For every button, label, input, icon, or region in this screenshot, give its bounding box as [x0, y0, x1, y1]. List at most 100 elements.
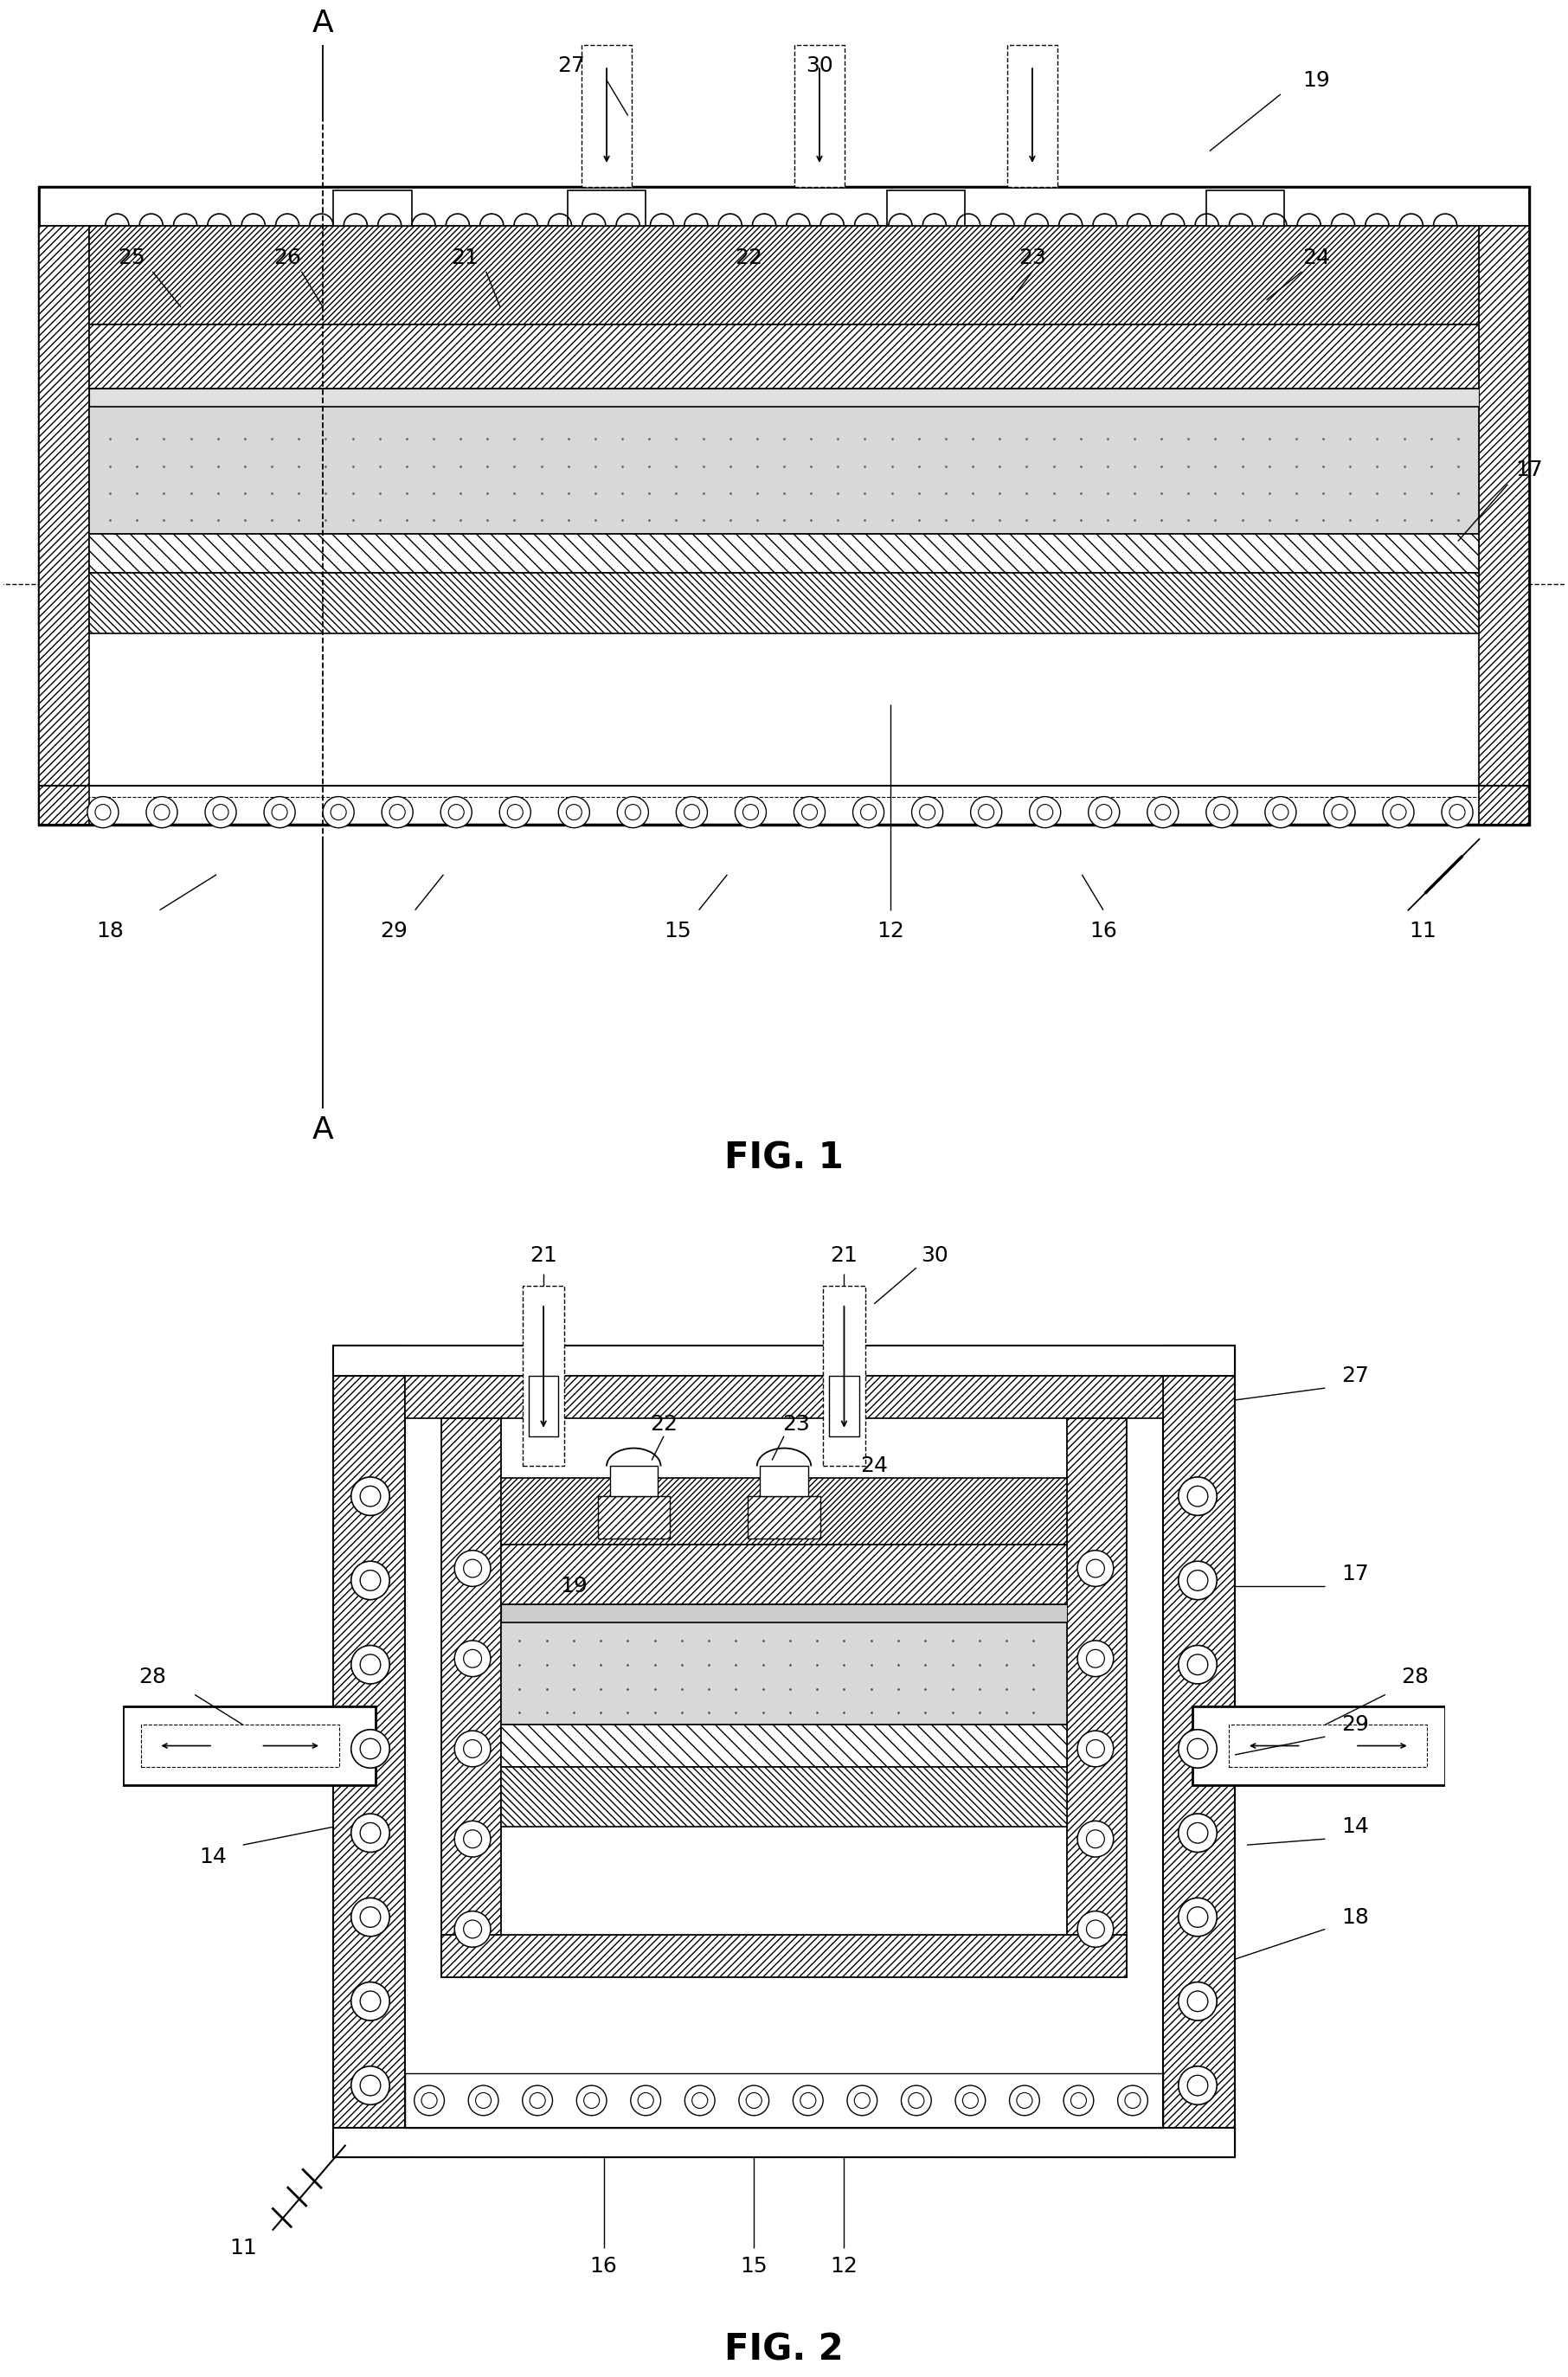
- Circle shape: [455, 1821, 491, 1856]
- Circle shape: [1063, 2085, 1093, 2116]
- Circle shape: [1187, 1823, 1207, 1842]
- Bar: [502, 1766, 1066, 1828]
- Text: 30: 30: [920, 1246, 949, 1267]
- Circle shape: [1265, 796, 1297, 827]
- Circle shape: [1077, 1550, 1113, 1585]
- Circle shape: [469, 2085, 499, 2116]
- Bar: [141, 1726, 339, 1766]
- Circle shape: [154, 803, 169, 820]
- Bar: [1163, 1345, 1236, 2158]
- Text: 11: 11: [1408, 920, 1436, 941]
- Circle shape: [676, 796, 707, 827]
- Circle shape: [618, 796, 649, 827]
- Bar: [522, 1286, 564, 1467]
- Circle shape: [1187, 1992, 1207, 2011]
- Circle shape: [441, 796, 472, 827]
- Bar: [332, 1345, 1236, 2158]
- Circle shape: [351, 1897, 389, 1937]
- Circle shape: [1449, 803, 1465, 820]
- Bar: [568, 190, 646, 226]
- Text: 23: 23: [782, 1414, 809, 1433]
- Circle shape: [361, 1992, 381, 2011]
- Circle shape: [464, 1921, 481, 1937]
- Circle shape: [1323, 796, 1355, 827]
- Text: 19: 19: [1303, 69, 1330, 90]
- Bar: [332, 1345, 405, 2158]
- Bar: [332, 1345, 1236, 1376]
- Circle shape: [1077, 1730, 1113, 1766]
- Circle shape: [361, 1906, 381, 1928]
- Text: 26: 26: [273, 247, 301, 269]
- Circle shape: [691, 2092, 707, 2108]
- Bar: [502, 1478, 1066, 1545]
- Circle shape: [793, 796, 825, 827]
- Circle shape: [1187, 2075, 1207, 2097]
- Circle shape: [861, 803, 877, 820]
- Text: 16: 16: [1090, 920, 1116, 941]
- Circle shape: [1187, 1654, 1207, 1676]
- Circle shape: [361, 2075, 381, 2097]
- Circle shape: [847, 2085, 877, 2116]
- Circle shape: [1016, 2092, 1032, 2108]
- Circle shape: [530, 2092, 546, 2108]
- Bar: [89, 226, 1479, 326]
- Circle shape: [685, 2085, 715, 2116]
- Circle shape: [414, 2085, 444, 2116]
- Bar: [1066, 1419, 1127, 1978]
- Circle shape: [735, 796, 767, 827]
- Bar: [1229, 1726, 1427, 1766]
- Bar: [610, 1467, 657, 1495]
- Circle shape: [1179, 1476, 1217, 1517]
- Circle shape: [1179, 1562, 1217, 1600]
- Circle shape: [1077, 1911, 1113, 1947]
- Circle shape: [455, 1730, 491, 1766]
- Circle shape: [381, 796, 412, 827]
- Circle shape: [1179, 1645, 1217, 1683]
- Text: 28: 28: [140, 1666, 166, 1688]
- Bar: [405, 2073, 1163, 2127]
- Text: 23: 23: [1019, 247, 1046, 269]
- Circle shape: [422, 2092, 437, 2108]
- Circle shape: [1030, 796, 1060, 827]
- Text: 16: 16: [590, 2256, 618, 2277]
- Bar: [502, 1604, 1066, 1623]
- Bar: [1206, 190, 1284, 226]
- Bar: [334, 190, 411, 226]
- Bar: [748, 1495, 820, 1538]
- Circle shape: [908, 2092, 924, 2108]
- Bar: [502, 1545, 1066, 1604]
- Circle shape: [955, 2085, 985, 2116]
- Circle shape: [88, 796, 119, 827]
- Circle shape: [583, 2092, 599, 2108]
- Circle shape: [1273, 803, 1289, 820]
- Bar: [39, 787, 1529, 825]
- Circle shape: [746, 2092, 762, 2108]
- Circle shape: [361, 1654, 381, 1676]
- Bar: [89, 390, 1479, 406]
- Text: 15: 15: [740, 2256, 768, 2277]
- Bar: [582, 45, 632, 185]
- Bar: [82, 214, 1486, 796]
- Circle shape: [566, 803, 582, 820]
- Circle shape: [963, 2092, 978, 2108]
- Bar: [502, 1623, 1066, 1726]
- Circle shape: [1087, 1740, 1104, 1759]
- Text: 21: 21: [452, 247, 478, 269]
- Circle shape: [1214, 803, 1229, 820]
- Circle shape: [361, 1823, 381, 1842]
- Bar: [441, 1419, 502, 1978]
- Text: 25: 25: [118, 247, 146, 269]
- Circle shape: [361, 1571, 381, 1590]
- Circle shape: [1179, 1730, 1217, 1768]
- Circle shape: [853, 796, 884, 827]
- Text: 28: 28: [1402, 1666, 1428, 1688]
- Circle shape: [630, 2085, 660, 2116]
- Text: 18: 18: [1341, 1906, 1369, 1928]
- Circle shape: [455, 1911, 491, 1947]
- Circle shape: [1010, 2085, 1040, 2116]
- Text: FIG. 1: FIG. 1: [724, 1141, 844, 1177]
- Circle shape: [1391, 803, 1406, 820]
- Circle shape: [684, 803, 699, 820]
- Circle shape: [508, 803, 522, 820]
- Bar: [760, 1467, 808, 1495]
